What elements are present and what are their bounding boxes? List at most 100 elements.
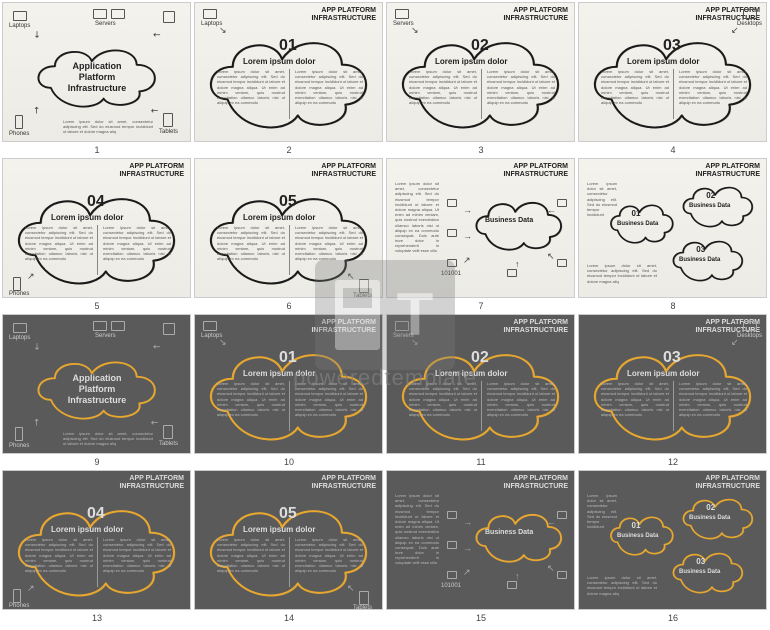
label-phones: Phones	[9, 131, 29, 137]
device-icon	[395, 9, 409, 19]
slide-thumbnail[interactable]: APP PLATFORMINFRASTRUCTURE 05Lorem ipsum…	[194, 158, 383, 298]
arrow-icon: ↘	[30, 28, 43, 41]
device-label: Tablets	[353, 293, 372, 298]
divider	[481, 381, 482, 431]
mini-cloud-num: 02	[706, 191, 715, 200]
body-text: Lorem ipsum dolor sit amet, consectetur …	[295, 381, 363, 417]
mini-cloud-label: Business Data	[617, 221, 658, 227]
body-text: Lorem ipsum dolor sit amet, consectetur …	[217, 225, 285, 261]
template-grid: ApplicationPlatformInfrastructureLaptops…	[0, 0, 770, 626]
body-text: Lorem ipsum dolor sit amet, consectetur …	[409, 381, 477, 417]
hub-title: ApplicationPlatformInfrastructure	[51, 61, 143, 93]
slide-cell[interactable]: ApplicationPlatformInfrastructureLaptops…	[2, 2, 192, 156]
slide-cell[interactable]: APP PLATFORMINFRASTRUCTURE 05Lorem ipsum…	[194, 158, 384, 312]
slide-number: 02	[471, 349, 489, 367]
arrow-icon: ←	[547, 205, 556, 215]
server-icon	[111, 321, 125, 331]
body-text: Lorem ipsum dolor sit amet, consectetur …	[295, 225, 363, 261]
device-icon	[203, 321, 217, 331]
slide-thumbnail[interactable]: APP PLATFORMINFRASTRUCTURE Business Data…	[386, 158, 575, 298]
divider	[673, 381, 674, 431]
slide-heading: APP PLATFORMINFRASTRUCTURE	[119, 475, 184, 490]
slide-thumbnail[interactable]: APP PLATFORMINFRASTRUCTURE 01Business Da…	[578, 470, 767, 610]
arrow-icon: →	[463, 205, 472, 215]
slide-thumbnail[interactable]: APP PLATFORMINFRASTRUCTURE 02Lorem ipsum…	[386, 314, 575, 454]
slide-cell[interactable]: APP PLATFORMINFRASTRUCTURE 03Lorem ipsum…	[578, 314, 768, 468]
slide-thumbnail[interactable]: APP PLATFORMINFRASTRUCTURE 01Lorem ipsum…	[194, 314, 383, 454]
body-text: Lorem ipsum dolor sit amet, consectetur …	[679, 381, 747, 417]
slide-thumbnail[interactable]: APP PLATFORMINFRASTRUCTURE 03Lorem ipsum…	[578, 314, 767, 454]
slide-cell[interactable]: APP PLATFORMINFRASTRUCTURE Business Data…	[386, 470, 576, 624]
mini-cloud-label: Business Data	[617, 533, 658, 539]
biz-title: Business Data	[485, 529, 533, 536]
arrow-icon: →	[463, 231, 472, 241]
server-icon	[93, 9, 107, 19]
mini-cloud-num: 01	[632, 521, 641, 530]
slide-cell[interactable]: APP PLATFORMINFRASTRUCTURE 01Lorem ipsum…	[194, 2, 384, 156]
body-text: Lorem ipsum dolor sit amet, consectetur …	[217, 537, 285, 573]
slide-cell[interactable]: APP PLATFORMINFRASTRUCTURE 02Lorem ipsum…	[386, 2, 576, 156]
arrow-icon: ↘	[150, 340, 163, 353]
slide-thumbnail[interactable]: APP PLATFORMINFRASTRUCTURE Business Data…	[386, 470, 575, 610]
device-icon	[447, 229, 457, 237]
slide-title: Lorem ipsum dolor	[627, 369, 699, 378]
device-icon	[203, 9, 217, 19]
body-text: Lorem ipsum dolor sit amet, consectetur …	[103, 225, 171, 261]
device-icon	[743, 321, 757, 331]
slide-index: 1	[2, 145, 192, 155]
device-icon	[395, 321, 409, 331]
arrow-icon: ↙	[731, 25, 739, 36]
body-text: Lorem ipsum dolor sit amet, consectetur …	[63, 431, 153, 447]
slide-cell[interactable]: APP PLATFORMINFRASTRUCTURE 01Business Da…	[578, 470, 768, 624]
slide-index: 3	[386, 145, 576, 155]
slide-cell[interactable]: APP PLATFORMINFRASTRUCTURE 05Lorem ipsum…	[194, 470, 384, 624]
slide-index: 11	[386, 457, 576, 467]
body-text: Lorem ipsum dolor sit amet, consectetur …	[587, 263, 657, 284]
slide-thumbnail[interactable]: APP PLATFORMINFRASTRUCTURE 01Lorem ipsum…	[194, 2, 383, 142]
arrow-icon: ↑	[515, 259, 520, 269]
slide-cell[interactable]: APP PLATFORMINFRASTRUCTURE 01Lorem ipsum…	[194, 314, 384, 468]
slide-cell[interactable]: APP PLATFORMINFRASTRUCTURE 03Lorem ipsum…	[578, 2, 768, 156]
slide-heading: APP PLATFORMINFRASTRUCTURE	[695, 163, 760, 178]
body-text: Lorem ipsum dolor sit amet, consectetur …	[217, 381, 285, 417]
device-icon	[13, 277, 21, 291]
slide-index: 8	[578, 301, 768, 311]
slide-thumbnail[interactable]: ApplicationPlatformInfrastructureLaptops…	[2, 314, 191, 454]
slide-cell[interactable]: ApplicationPlatformInfrastructureLaptops…	[2, 314, 192, 468]
device-label: Phones	[9, 291, 29, 297]
divider	[289, 225, 290, 275]
device-icon	[557, 571, 567, 579]
device-icon	[359, 591, 369, 605]
slide-cell[interactable]: APP PLATFORMINFRASTRUCTURE 04Lorem ipsum…	[2, 158, 192, 312]
slide-number: 05	[279, 193, 297, 211]
slide-index: 2	[194, 145, 384, 155]
slide-number: 01	[279, 349, 297, 367]
device-icon	[557, 199, 567, 207]
slide-thumbnail[interactable]: APP PLATFORMINFRASTRUCTURE 01Business Da…	[578, 158, 767, 298]
device-icon	[447, 259, 457, 267]
body-text: Lorem ipsum dolor sit amet, consectetur …	[587, 181, 617, 217]
slide-thumbnail[interactable]: ApplicationPlatformInfrastructureLaptops…	[2, 2, 191, 142]
device-label: Desktops	[737, 21, 762, 27]
slide-thumbnail[interactable]: APP PLATFORMINFRASTRUCTURE 04Lorem ipsum…	[2, 158, 191, 298]
divider	[289, 381, 290, 431]
slide-thumbnail[interactable]: APP PLATFORMINFRASTRUCTURE 05Lorem ipsum…	[194, 470, 383, 610]
device-label: Phones	[9, 603, 29, 609]
slide-thumbnail[interactable]: APP PLATFORMINFRASTRUCTURE 03Lorem ipsum…	[578, 2, 767, 142]
mini-cloud-label: Business Data	[679, 569, 720, 575]
slide-thumbnail[interactable]: APP PLATFORMINFRASTRUCTURE 04Lorem ipsum…	[2, 470, 191, 610]
slide-thumbnail[interactable]: APP PLATFORMINFRASTRUCTURE 02Lorem ipsum…	[386, 2, 575, 142]
slide-cell[interactable]: APP PLATFORMINFRASTRUCTURE Business Data…	[386, 158, 576, 312]
arrow-icon: ↘	[219, 25, 227, 36]
divider	[97, 537, 98, 587]
slide-cell[interactable]: APP PLATFORMINFRASTRUCTURE 01Business Da…	[578, 158, 768, 312]
slide-index: 16	[578, 613, 768, 623]
mini-cloud-label: Business Data	[689, 203, 730, 209]
slide-cell[interactable]: APP PLATFORMINFRASTRUCTURE 02Lorem ipsum…	[386, 314, 576, 468]
slide-cell[interactable]: APP PLATFORMINFRASTRUCTURE 04Lorem ipsum…	[2, 470, 192, 624]
hub-title: ApplicationPlatformInfrastructure	[51, 373, 143, 405]
arrow-icon: ↘	[150, 28, 163, 41]
body-text: Lorem ipsum dolor sit amet, consectetur …	[601, 381, 669, 417]
divider	[289, 69, 290, 119]
laptop-icon	[13, 11, 27, 21]
